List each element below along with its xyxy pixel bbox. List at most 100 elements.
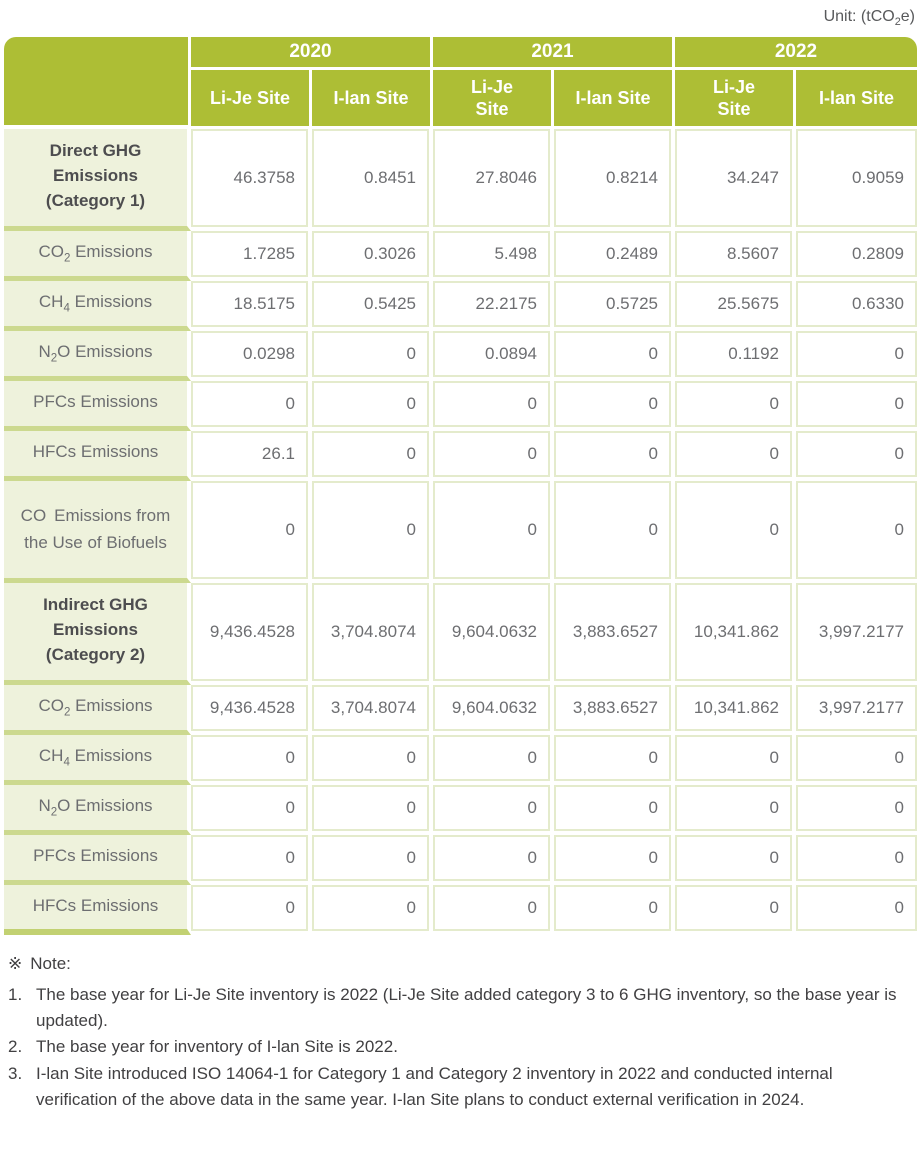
cell-value: 0 [433, 735, 554, 786]
table-body: Direct GHG Emissions (Category 1) 46.375… [4, 129, 917, 936]
cell-value: 0 [554, 735, 675, 786]
site-header-row: Li-Je Site I-lan Site Li-Je Site I-lan S… [4, 70, 917, 130]
row-label: Direct GHG Emissions (Category 1) [4, 129, 191, 232]
row-label: CO Emissions from the Use of Biofuels [4, 481, 191, 584]
cell-value: 0 [191, 885, 312, 936]
cell-value: 10,341.862 [675, 685, 796, 736]
table-row-co-biofuels: CO Emissions from the Use of Biofuels 0 … [4, 481, 917, 584]
cell-value: 0 [796, 431, 917, 482]
row-label: CO2 Emissions [4, 685, 191, 736]
row-label: HFCs Emissions [4, 885, 191, 936]
cell-value: 9,604.0632 [433, 685, 554, 736]
note-text: I-lan Site introduced ISO 14064-1 for Ca… [36, 1063, 833, 1109]
cell-value: 0 [675, 885, 796, 936]
row-label: CO2 Emissions [4, 231, 191, 282]
year-header-2020: 2020 [191, 37, 433, 71]
cell-value: 3,997.2177 [796, 685, 917, 736]
cell-value: 18.5175 [191, 281, 312, 332]
cell-value: 34.247 [675, 129, 796, 232]
cell-value: 22.2175 [433, 281, 554, 332]
cell-value: 0 [433, 481, 554, 584]
cell-value: 0 [312, 735, 433, 786]
table-header: 2020 2021 2022 Li-Je Site I-lan Site Li-… [4, 37, 917, 130]
table-row-co2-cat1: CO2 Emissions 1.7285 0.3026 5.498 0.2489… [4, 231, 917, 282]
site-header-label: Li-Je Site [209, 87, 291, 108]
page: Unit: (tCO2e) 2020 2021 2022 Li-Je Site … [4, 8, 917, 1114]
cell-value: 0.2809 [796, 231, 917, 282]
cell-value: 0 [796, 481, 917, 584]
cell-value: 0 [796, 381, 917, 432]
site-header-2020-ilan: I-lan Site [312, 70, 433, 130]
cell-value: 1.7285 [191, 231, 312, 282]
cell-value: 0 [191, 381, 312, 432]
cell-value: 46.3758 [191, 129, 312, 232]
table-row-hfcs-cat1: HFCs Emissions 26.1 0 0 0 0 0 [4, 431, 917, 482]
site-header-label: I-lan Site [818, 87, 894, 108]
cell-value: 3,704.8074 [312, 685, 433, 736]
table-row-ch4-cat2: CH4 Emissions 0 0 0 0 0 0 [4, 735, 917, 786]
row-label: PFCs Emissions [4, 381, 191, 432]
cell-value: 0 [433, 835, 554, 886]
cell-value: 0 [312, 835, 433, 886]
cell-value: 0 [554, 481, 675, 584]
cell-value: 10,341.862 [675, 583, 796, 686]
cell-value: 0 [675, 835, 796, 886]
cell-value: 0.6330 [796, 281, 917, 332]
cell-value: 0.8214 [554, 129, 675, 232]
cell-value: 0 [675, 735, 796, 786]
cell-value: 0 [554, 431, 675, 482]
cell-value: 0.3026 [312, 231, 433, 282]
site-header-2020-lije: Li-Je Site [191, 70, 312, 130]
year-header-2021: 2021 [433, 37, 675, 71]
site-header-label: I-lan Site [333, 87, 409, 108]
cell-value: 0 [191, 835, 312, 886]
unit-label: Unit: (tCO2e) [4, 8, 917, 28]
table-row-co2-cat2: CO2 Emissions 9,436.4528 3,704.8074 9,60… [4, 685, 917, 736]
note-number: 1. [8, 984, 23, 1004]
cell-value: 0 [675, 431, 796, 482]
row-label: CH4 Emissions [4, 281, 191, 332]
cell-value: 0.0894 [433, 331, 554, 382]
note-item: 1. The base year for Li-Je Site inventor… [8, 982, 913, 1035]
cell-value: 5.498 [433, 231, 554, 282]
cell-value: 0 [433, 785, 554, 836]
cell-value: 0 [312, 381, 433, 432]
cell-value: 0 [312, 331, 433, 382]
note-number: 2. [8, 1037, 23, 1057]
cell-value: 0.2489 [554, 231, 675, 282]
table-row-n2o-cat1: N2O Emissions 0.0298 0 0.0894 0 0.1192 0 [4, 331, 917, 382]
note-text: The base year for Li-Je Site inventory i… [36, 984, 897, 1030]
cell-value: 3,704.8074 [312, 583, 433, 686]
cell-value: 0.5425 [312, 281, 433, 332]
ghg-emissions-table: 2020 2021 2022 Li-Je Site I-lan Site Li-… [4, 37, 917, 936]
table-row-n2o-cat2: N2O Emissions 0 0 0 0 0 0 [4, 785, 917, 836]
year-header-2022: 2022 [675, 37, 917, 71]
row-label: N2O Emissions [4, 785, 191, 836]
table-row-direct-ghg: Direct GHG Emissions (Category 1) 46.375… [4, 129, 917, 232]
cell-value: 3,997.2177 [796, 583, 917, 686]
site-header-2022-ilan: I-lan Site [796, 70, 917, 130]
table-row-pfcs-cat1: PFCs Emissions 0 0 0 0 0 0 [4, 381, 917, 432]
cell-value: 3,883.6527 [554, 685, 675, 736]
note-item: 3. I-lan Site introduced ISO 14064-1 for… [8, 1061, 913, 1114]
row-label: HFCs Emissions [4, 431, 191, 482]
site-header-label: Li-Je Site [470, 76, 513, 120]
unit-prefix: Unit: (tCO [823, 8, 895, 25]
cell-value: 0 [554, 835, 675, 886]
cell-value: 26.1 [191, 431, 312, 482]
table-row-ch4-cat1: CH4 Emissions 18.5175 0.5425 22.2175 0.5… [4, 281, 917, 332]
header-blank-cell [4, 37, 191, 130]
cell-value: 0 [191, 481, 312, 584]
site-header-label: Li-Je Site [712, 76, 755, 120]
notes-title-text: Note: [30, 954, 71, 974]
cell-value: 0 [554, 331, 675, 382]
note-number: 3. [8, 1063, 23, 1083]
cell-value: 0 [191, 785, 312, 836]
note-item: 2. The base year for inventory of I-lan … [8, 1034, 913, 1060]
cell-value: 0 [675, 785, 796, 836]
cell-value: 9,436.4528 [191, 583, 312, 686]
cell-value: 0 [554, 381, 675, 432]
site-header-2021-ilan: I-lan Site [554, 70, 675, 130]
cell-value: 0 [675, 381, 796, 432]
notes-title: ※ Note: [8, 951, 913, 977]
